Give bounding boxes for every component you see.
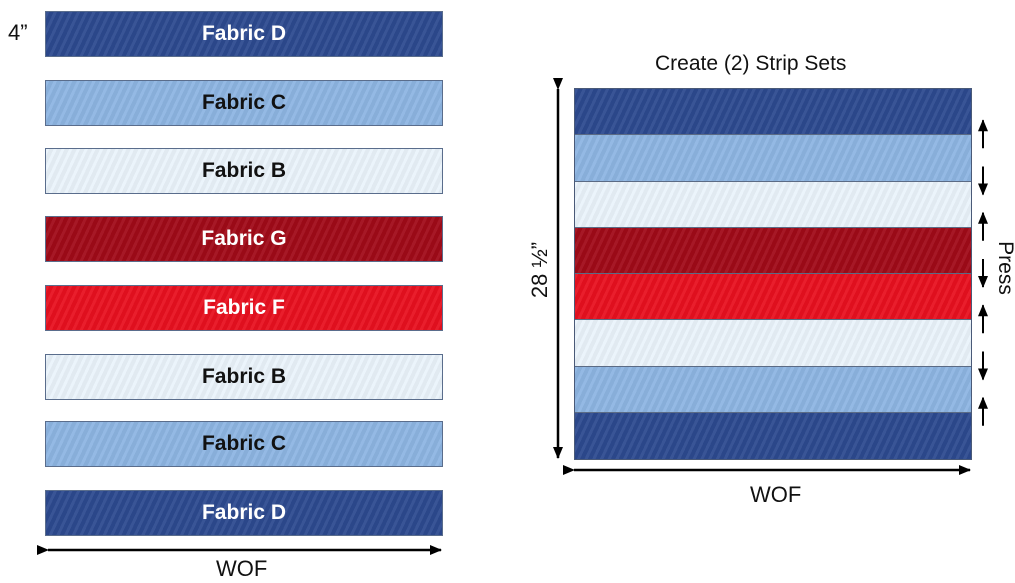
fabric-strip: Fabric C xyxy=(45,80,443,126)
strip-set-band xyxy=(575,89,971,136)
fabric-strip-label: Fabric G xyxy=(201,227,287,250)
fabric-strip-label: Fabric C xyxy=(201,91,287,114)
strip-set-band xyxy=(575,135,971,182)
fabric-strip: Fabric B xyxy=(45,148,443,194)
fabric-texture xyxy=(46,491,442,535)
fabric-strip: Fabric C xyxy=(45,421,443,467)
fabric-strip: Fabric D xyxy=(45,11,443,57)
strip-set-band xyxy=(575,412,971,459)
press-label: Press xyxy=(994,241,1015,295)
fabric-strip-label: Fabric B xyxy=(201,365,287,388)
fabric-strip-label: Fabric D xyxy=(201,22,287,45)
strip-set-band xyxy=(575,320,971,367)
strip-set-height-label: 28 ½” xyxy=(527,241,552,299)
fabric-texture xyxy=(46,355,442,399)
fabric-strip-label: Fabric C xyxy=(201,432,287,455)
strip-width-label: 4” xyxy=(8,20,28,45)
fabric-strip: Fabric F xyxy=(45,285,443,331)
fabric-texture xyxy=(46,12,442,56)
fabric-texture xyxy=(46,149,442,193)
strip-set-wof-label: WOF xyxy=(750,482,802,507)
fabric-strip-label: Fabric B xyxy=(201,159,287,182)
fabric-texture xyxy=(46,217,442,261)
fabric-texture xyxy=(46,81,442,125)
fabric-texture xyxy=(46,422,442,466)
strip-set xyxy=(574,88,972,460)
fabric-strip-label: Fabric D xyxy=(201,501,287,524)
fabric-strip: Fabric B xyxy=(45,354,443,400)
strip-set-band xyxy=(575,274,971,321)
fabric-texture xyxy=(46,286,442,330)
fabric-strip: Fabric G xyxy=(45,216,443,262)
strip-set-band xyxy=(575,227,971,274)
strip-set-band xyxy=(575,366,971,413)
strip-set-title: Create (2) Strip Sets xyxy=(655,52,847,75)
left-wof-label: WOF xyxy=(216,556,268,581)
fabric-strip-label: Fabric F xyxy=(203,296,285,319)
fabric-strip: Fabric D xyxy=(45,490,443,536)
strip-set-band xyxy=(575,181,971,228)
